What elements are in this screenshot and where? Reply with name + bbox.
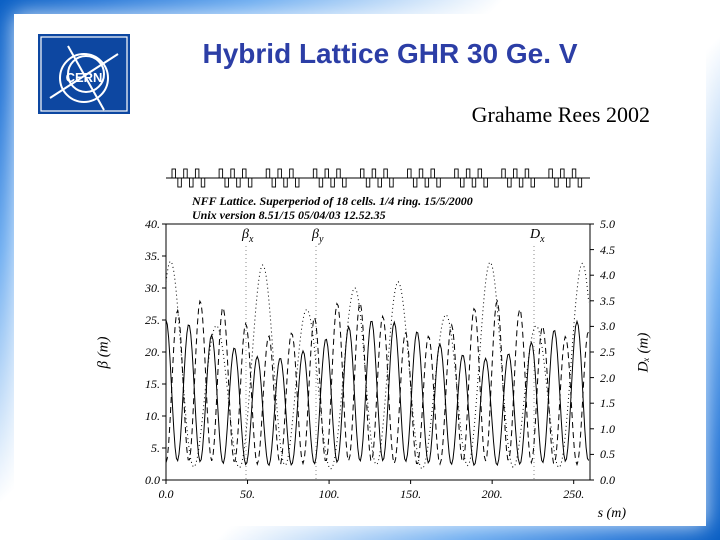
xtick: 0.0 xyxy=(146,487,186,502)
y-axis-right-label: Dₓ (m) xyxy=(636,333,653,373)
ytick-left: 35. xyxy=(122,249,160,264)
ytick-right: 4.5 xyxy=(600,243,634,258)
ytick-left: 20. xyxy=(122,345,160,360)
ytick-left: 15. xyxy=(122,377,160,392)
ytick-right: 3.0 xyxy=(600,319,634,334)
ytick-left: 25. xyxy=(122,313,160,328)
ytick-left: 5. xyxy=(122,441,160,456)
ytick-right: 2.0 xyxy=(600,371,634,386)
slide-title: Hybrid Lattice GHR 30 Ge. V xyxy=(14,38,706,70)
ytick-left: 0.0 xyxy=(122,473,160,488)
legend-dx: Dx xyxy=(530,227,545,245)
ytick-right: 3.5 xyxy=(600,294,634,309)
legend-beta-y: βy xyxy=(312,227,323,245)
ytick-right: 0.0 xyxy=(600,473,634,488)
svg-text:CERN: CERN xyxy=(66,70,103,85)
slide-subtitle: Grahame Rees 2002 xyxy=(472,102,650,128)
lattice-chart: β (m) Dₓ (m) s (m) NFF Lattice. Superper… xyxy=(122,164,632,514)
ytick-right: 2.5 xyxy=(600,345,634,360)
ytick-right: 0.5 xyxy=(600,447,634,462)
y-axis-left-label: β (m) xyxy=(96,336,113,368)
ytick-left: 10. xyxy=(122,409,160,424)
xtick: 50. xyxy=(228,487,268,502)
slide: CERN Hybrid Lattice GHR 30 Ge. V Grahame… xyxy=(14,14,706,526)
xtick: 100. xyxy=(309,487,349,502)
ytick-right: 5.0 xyxy=(600,217,634,232)
ytick-left: 40. xyxy=(122,217,160,232)
xtick: 200. xyxy=(472,487,512,502)
legend-beta-x: βx xyxy=(242,227,253,245)
ytick-right: 4.0 xyxy=(600,268,634,283)
ytick-right: 1.5 xyxy=(600,396,634,411)
chart-svg xyxy=(122,164,632,514)
xtick: 150. xyxy=(391,487,431,502)
ytick-right: 1.0 xyxy=(600,422,634,437)
xtick: 250. xyxy=(554,487,594,502)
ytick-left: 30. xyxy=(122,281,160,296)
